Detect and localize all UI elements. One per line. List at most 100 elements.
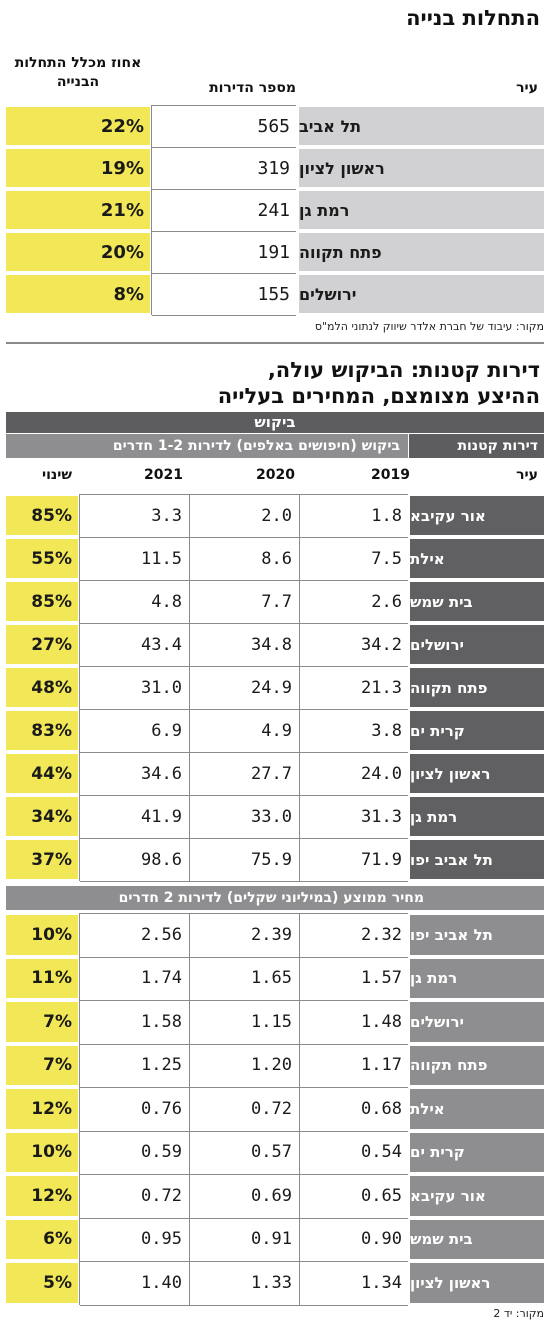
- section2-title-line1: דירות קטנות: הביקוש עולה,: [267, 358, 540, 382]
- row-divider: [80, 752, 408, 753]
- value-2020-cell: 0.91: [251, 1229, 292, 1250]
- pct-cell: 21%: [6, 191, 150, 229]
- col-divider: [189, 494, 190, 881]
- row-divider: [80, 881, 408, 882]
- col-divider: [189, 913, 190, 1305]
- count-cell: 191: [257, 241, 290, 263]
- col-header-city: עיר: [516, 80, 538, 96]
- value-2021-cell: 2.56: [141, 924, 182, 945]
- value-2020-cell: 75.9: [251, 849, 292, 870]
- city-cell: ירושלים: [410, 625, 544, 664]
- col-divider: [79, 913, 80, 1305]
- value-2020-cell: 2.39: [251, 924, 292, 945]
- row-divider: [80, 1261, 408, 1262]
- col-header-pct: אחוז מכלל התחלות הבנייה: [14, 55, 142, 90]
- demand-header-box: [6, 434, 408, 458]
- change-cell: 27%: [6, 625, 78, 664]
- section2-source: מקור: יד 2: [493, 1307, 544, 1320]
- value-2020-cell: 24.9: [251, 677, 292, 698]
- value-2019-cell: 7.5: [371, 548, 402, 569]
- value-2020-cell: 7.7: [261, 591, 292, 612]
- value-2021-cell: 43.4: [141, 634, 182, 655]
- value-2021-cell: 31.0: [141, 677, 182, 698]
- value-2019-cell: 0.90: [361, 1229, 402, 1250]
- row-divider: [80, 537, 408, 538]
- col-divider: [299, 494, 300, 881]
- change-cell: 6%: [6, 1219, 78, 1259]
- row-divider: [80, 795, 408, 796]
- city-cell: רמת גן: [410, 797, 544, 836]
- city-cell: רמת גן: [410, 958, 544, 998]
- row-divider: [80, 580, 408, 581]
- change-cell: 34%: [6, 797, 78, 836]
- value-2020-cell: 1.15: [251, 1011, 292, 1032]
- row-divider: [80, 838, 408, 839]
- city-cell: אור עקיבא: [410, 496, 544, 535]
- value-2020-cell: 8.6: [261, 548, 292, 569]
- small-apartments-header-box: [409, 434, 544, 458]
- change-cell: 44%: [6, 754, 78, 793]
- value-2020-cell: 1.33: [251, 1272, 292, 1293]
- value-2019-cell: 0.65: [361, 1185, 402, 1206]
- value-2020-cell: 0.57: [251, 1142, 292, 1163]
- pct-cell: 8%: [6, 275, 150, 313]
- value-2021-cell: 1.40: [141, 1272, 182, 1293]
- value-2020-cell: 2.0: [261, 505, 292, 526]
- value-2021-cell: 98.6: [141, 849, 182, 870]
- count-cell: 241: [257, 199, 290, 221]
- value-2021-cell: 6.9: [151, 720, 182, 741]
- change-cell: 37%: [6, 840, 78, 879]
- value-2019-cell: 1.17: [361, 1055, 402, 1076]
- row-divider: [80, 1304, 408, 1306]
- city-cell: ירושלים: [410, 1002, 544, 1042]
- value-2019-cell: 1.34: [361, 1272, 402, 1293]
- change-cell: 12%: [6, 1176, 78, 1216]
- pct-cell: 20%: [6, 233, 150, 271]
- value-2020-cell: 0.72: [251, 1098, 292, 1119]
- row-divider: [80, 494, 408, 495]
- change-cell: 55%: [6, 539, 78, 578]
- change-cell: 10%: [6, 1132, 78, 1172]
- city-cell: אילת: [410, 539, 544, 578]
- row-divider: [80, 709, 408, 710]
- row-divider: [80, 1217, 408, 1219]
- change-cell: 12%: [6, 1089, 78, 1129]
- row-divider: [80, 956, 408, 958]
- city-cell: בית שמש: [410, 582, 544, 621]
- value-2019-cell: 2.32: [361, 924, 402, 945]
- value-2021-cell: 3.3: [151, 505, 182, 526]
- city-cell: ראשון לציון: [410, 754, 544, 793]
- value-2020-cell: 1.20: [251, 1055, 292, 1076]
- value-2021-cell: 1.74: [141, 968, 182, 989]
- value-2019-cell: 1.48: [361, 1011, 402, 1032]
- value-2019-cell: 1.8: [371, 505, 402, 526]
- count-cell: 319: [257, 157, 290, 179]
- demand-band: [6, 412, 544, 433]
- value-2019-cell: 21.3: [361, 677, 402, 698]
- change-cell: 5%: [6, 1263, 78, 1303]
- change-cell: 85%: [6, 496, 78, 535]
- value-2020-cell: 34.8: [251, 634, 292, 655]
- city-cell: רמת גן: [299, 191, 544, 229]
- col-header-change: שינוי: [41, 467, 72, 483]
- change-cell: 83%: [6, 711, 78, 750]
- row-divider: [80, 913, 408, 914]
- value-2020-cell: 1.65: [251, 968, 292, 989]
- section1-title: התחלות בנייה: [406, 6, 540, 30]
- change-cell: 48%: [6, 668, 78, 707]
- value-2021-cell: 1.58: [141, 1011, 182, 1032]
- col-divider: [79, 494, 80, 881]
- city-cell: תל אביב יפו: [410, 840, 544, 879]
- change-cell: 10%: [6, 915, 78, 955]
- price-header-box: [6, 886, 544, 910]
- section2-title-line2: ההיצע מצומצם, המחירים בעלייה: [217, 384, 540, 408]
- value-2020-cell: 33.0: [251, 806, 292, 827]
- value-2019-cell: 0.54: [361, 1142, 402, 1163]
- city-cell: בית שמש: [410, 1219, 544, 1259]
- value-2021-cell: 41.9: [141, 806, 182, 827]
- value-2021-cell: 1.25: [141, 1055, 182, 1076]
- city-cell: אילת: [410, 1089, 544, 1129]
- city-cell: פתח תקווה: [410, 1045, 544, 1085]
- change-cell: 7%: [6, 1045, 78, 1085]
- value-2020-cell: 0.69: [251, 1185, 292, 1206]
